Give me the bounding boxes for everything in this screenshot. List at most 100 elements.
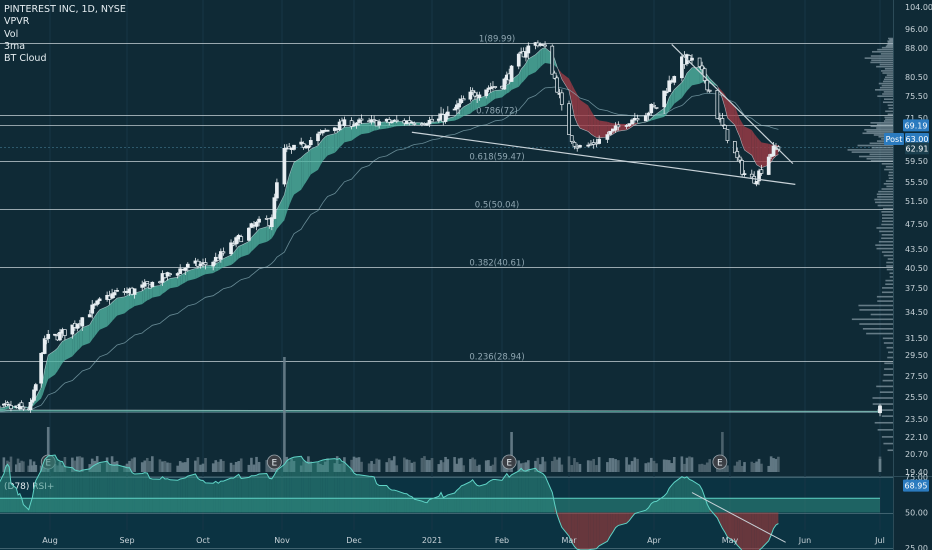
candle[interactable] bbox=[526, 42, 531, 60]
candle[interactable] bbox=[372, 115, 376, 124]
candle[interactable] bbox=[543, 41, 547, 49]
candle[interactable] bbox=[737, 154, 742, 164]
candle[interactable] bbox=[90, 299, 95, 319]
candle[interactable] bbox=[19, 400, 24, 408]
candle[interactable] bbox=[231, 240, 236, 247]
candle[interactable] bbox=[597, 135, 602, 145]
candle[interactable] bbox=[112, 289, 117, 298]
candle[interactable] bbox=[605, 131, 610, 144]
indicator-vol[interactable]: Vol bbox=[4, 28, 19, 40]
candle[interactable] bbox=[168, 272, 172, 277]
candle[interactable] bbox=[301, 141, 306, 150]
earnings-marker[interactable]: E bbox=[501, 454, 517, 470]
candle[interactable] bbox=[646, 111, 651, 121]
candle[interactable] bbox=[667, 75, 672, 92]
candle[interactable] bbox=[21, 405, 26, 411]
candle[interactable] bbox=[183, 267, 188, 275]
candle[interactable] bbox=[234, 235, 238, 248]
candle[interactable] bbox=[550, 44, 555, 75]
candle[interactable] bbox=[354, 122, 359, 129]
candle[interactable] bbox=[287, 143, 292, 150]
candle[interactable] bbox=[145, 281, 150, 285]
candle[interactable] bbox=[457, 98, 461, 115]
candle[interactable] bbox=[452, 106, 457, 111]
rsi-line[interactable] bbox=[0, 454, 880, 550]
candle[interactable] bbox=[33, 382, 38, 393]
candle[interactable] bbox=[410, 120, 414, 124]
indicator-vpvr[interactable]: VPVR bbox=[4, 16, 30, 28]
candle[interactable] bbox=[575, 143, 580, 152]
candle[interactable] bbox=[559, 89, 564, 111]
candle[interactable] bbox=[357, 117, 361, 127]
candle[interactable] bbox=[203, 258, 208, 270]
candle[interactable] bbox=[70, 324, 75, 339]
candle[interactable] bbox=[53, 333, 57, 337]
candle[interactable] bbox=[185, 262, 190, 272]
price-tag-69[interactable]: 69.19 bbox=[903, 119, 929, 132]
candle[interactable] bbox=[740, 158, 744, 178]
candle[interactable] bbox=[427, 116, 432, 128]
candle[interactable] bbox=[630, 118, 634, 125]
candle[interactable] bbox=[742, 170, 747, 177]
candle[interactable] bbox=[257, 216, 261, 227]
candle[interactable] bbox=[878, 404, 882, 417]
price-tag-63[interactable]: 63.00 bbox=[905, 133, 929, 145]
candle[interactable] bbox=[178, 264, 183, 274]
candle[interactable] bbox=[586, 142, 591, 148]
candle[interactable] bbox=[211, 260, 216, 271]
candle[interactable] bbox=[627, 123, 632, 127]
candle[interactable] bbox=[468, 86, 473, 102]
candle[interactable] bbox=[218, 248, 223, 263]
candle[interactable] bbox=[247, 227, 251, 242]
candle[interactable] bbox=[110, 288, 114, 300]
candle[interactable] bbox=[477, 91, 482, 101]
candle[interactable] bbox=[46, 329, 51, 343]
candle[interactable] bbox=[39, 352, 43, 388]
candle[interactable] bbox=[63, 329, 67, 341]
candle[interactable] bbox=[9, 400, 13, 412]
candle[interactable] bbox=[150, 281, 155, 288]
candle[interactable] bbox=[502, 77, 507, 90]
candle[interactable] bbox=[58, 328, 62, 342]
earnings-marker[interactable]: E bbox=[266, 454, 282, 470]
candle[interactable] bbox=[766, 154, 771, 176]
candle[interactable] bbox=[359, 114, 364, 125]
candle[interactable] bbox=[254, 220, 259, 231]
candle[interactable] bbox=[567, 100, 571, 135]
candle[interactable] bbox=[720, 113, 725, 127]
candle[interactable] bbox=[87, 309, 92, 318]
candle[interactable] bbox=[484, 89, 489, 99]
candle[interactable] bbox=[196, 258, 200, 269]
candle[interactable] bbox=[613, 122, 618, 133]
candle[interactable] bbox=[705, 80, 710, 93]
candle[interactable] bbox=[272, 193, 277, 219]
candle[interactable] bbox=[759, 164, 764, 176]
candle[interactable] bbox=[445, 106, 450, 120]
candle[interactable] bbox=[616, 121, 621, 131]
candle[interactable] bbox=[387, 116, 392, 126]
candle[interactable] bbox=[700, 61, 704, 75]
candle[interactable] bbox=[394, 115, 399, 124]
candle[interactable] bbox=[299, 137, 304, 146]
candle[interactable] bbox=[316, 131, 320, 146]
candle[interactable] bbox=[757, 168, 761, 186]
candle[interactable] bbox=[412, 121, 417, 126]
candle[interactable] bbox=[269, 214, 274, 231]
candle[interactable] bbox=[672, 75, 677, 86]
candle[interactable] bbox=[524, 47, 528, 62]
candle[interactable] bbox=[662, 90, 666, 114]
candle[interactable] bbox=[473, 90, 477, 100]
candle[interactable] bbox=[552, 70, 557, 80]
candle[interactable] bbox=[239, 234, 244, 243]
resistance-trendline[interactable] bbox=[671, 44, 794, 165]
candle[interactable] bbox=[337, 119, 342, 132]
indicator-bt-cloud[interactable]: BT Cloud bbox=[4, 53, 47, 65]
price-tag-last[interactable]: 62.91 bbox=[905, 142, 929, 155]
candle[interactable] bbox=[282, 144, 287, 187]
candle[interactable] bbox=[752, 171, 757, 185]
candle[interactable] bbox=[754, 180, 759, 187]
candle[interactable] bbox=[425, 122, 429, 126]
candle[interactable] bbox=[654, 107, 659, 110]
candle[interactable] bbox=[306, 145, 311, 151]
